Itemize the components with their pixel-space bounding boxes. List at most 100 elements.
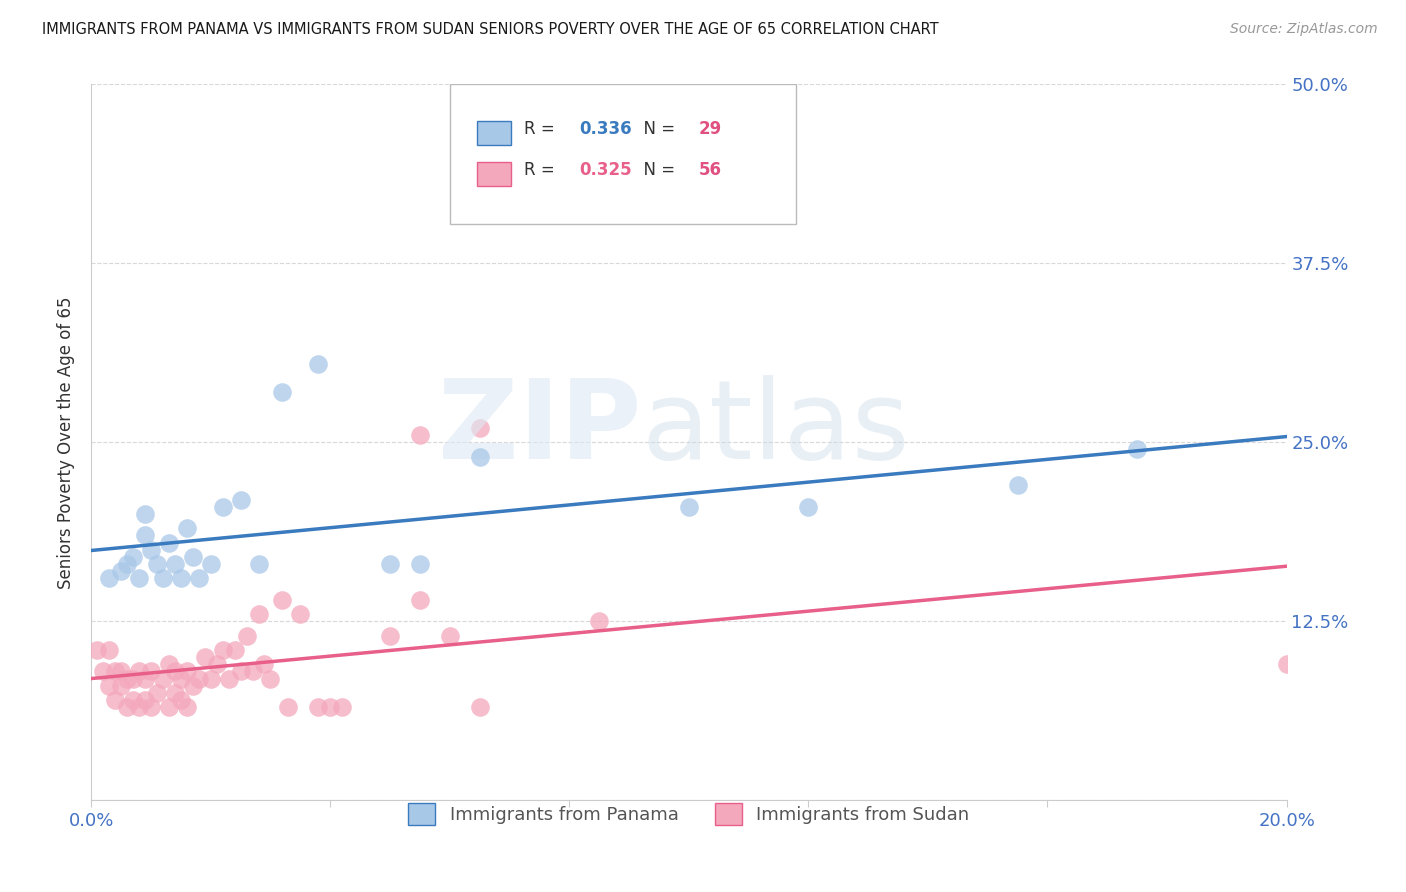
Point bbox=[170, 672, 193, 686]
Point bbox=[122, 549, 145, 564]
Point bbox=[1126, 442, 1149, 457]
Point bbox=[139, 665, 162, 679]
Text: 0.325: 0.325 bbox=[579, 161, 631, 179]
Point bbox=[134, 672, 156, 686]
Text: Source: ZipAtlas.com: Source: ZipAtlas.com bbox=[1230, 22, 1378, 37]
Point bbox=[152, 672, 174, 686]
Point bbox=[247, 557, 270, 571]
Point bbox=[128, 665, 150, 679]
Point bbox=[157, 535, 180, 549]
Point bbox=[307, 700, 329, 714]
Point bbox=[134, 693, 156, 707]
Point bbox=[200, 557, 222, 571]
Point bbox=[176, 700, 198, 714]
Point bbox=[128, 571, 150, 585]
Point bbox=[181, 679, 204, 693]
Text: N =: N = bbox=[633, 161, 681, 179]
Text: 29: 29 bbox=[699, 120, 721, 138]
Text: R =: R = bbox=[524, 120, 560, 138]
Point bbox=[409, 557, 432, 571]
Point bbox=[115, 557, 138, 571]
Text: N =: N = bbox=[633, 120, 681, 138]
Text: ZIP: ZIP bbox=[437, 375, 641, 482]
Point bbox=[409, 592, 432, 607]
Text: IMMIGRANTS FROM PANAMA VS IMMIGRANTS FROM SUDAN SENIORS POVERTY OVER THE AGE OF : IMMIGRANTS FROM PANAMA VS IMMIGRANTS FRO… bbox=[42, 22, 939, 37]
Point bbox=[170, 571, 193, 585]
Point bbox=[187, 571, 209, 585]
Point bbox=[235, 629, 257, 643]
Legend: Immigrants from Panama, Immigrants from Sudan: Immigrants from Panama, Immigrants from … bbox=[399, 794, 979, 834]
Point bbox=[224, 643, 246, 657]
Point bbox=[91, 665, 114, 679]
Point bbox=[468, 700, 491, 714]
Point bbox=[378, 557, 401, 571]
Point bbox=[98, 643, 121, 657]
Point bbox=[229, 492, 252, 507]
Point bbox=[157, 657, 180, 672]
Point bbox=[468, 450, 491, 464]
Point bbox=[588, 614, 610, 628]
Text: 0.336: 0.336 bbox=[579, 120, 631, 138]
Point bbox=[163, 557, 186, 571]
Point bbox=[146, 557, 169, 571]
Point bbox=[259, 672, 281, 686]
Point bbox=[110, 665, 132, 679]
Point bbox=[134, 528, 156, 542]
Point bbox=[104, 665, 127, 679]
Point bbox=[194, 650, 217, 665]
Point bbox=[110, 564, 132, 578]
Point bbox=[98, 571, 121, 585]
Point bbox=[247, 607, 270, 621]
Point bbox=[187, 672, 209, 686]
Point bbox=[211, 643, 233, 657]
Point bbox=[271, 385, 294, 400]
FancyBboxPatch shape bbox=[450, 85, 796, 224]
Point bbox=[146, 686, 169, 700]
Point bbox=[678, 500, 700, 514]
Point bbox=[253, 657, 276, 672]
Point bbox=[797, 500, 820, 514]
Point bbox=[139, 542, 162, 557]
Point bbox=[307, 357, 329, 371]
Point bbox=[110, 679, 132, 693]
Point bbox=[468, 421, 491, 435]
Point bbox=[163, 665, 186, 679]
Point bbox=[128, 700, 150, 714]
Point bbox=[200, 672, 222, 686]
Point bbox=[378, 629, 401, 643]
Point bbox=[134, 507, 156, 521]
Point bbox=[439, 629, 461, 643]
Point bbox=[157, 700, 180, 714]
Point bbox=[229, 665, 252, 679]
Point bbox=[1007, 478, 1029, 492]
Point bbox=[290, 607, 312, 621]
Point bbox=[170, 693, 193, 707]
Point bbox=[409, 428, 432, 442]
Point bbox=[139, 700, 162, 714]
Point bbox=[176, 665, 198, 679]
FancyBboxPatch shape bbox=[477, 162, 510, 186]
Point bbox=[115, 700, 138, 714]
Point bbox=[104, 693, 127, 707]
Text: 56: 56 bbox=[699, 161, 721, 179]
Point bbox=[98, 679, 121, 693]
Point bbox=[122, 672, 145, 686]
Point bbox=[271, 592, 294, 607]
FancyBboxPatch shape bbox=[477, 121, 510, 145]
Y-axis label: Seniors Poverty Over the Age of 65: Seniors Poverty Over the Age of 65 bbox=[58, 296, 75, 589]
Point bbox=[330, 700, 353, 714]
Point bbox=[152, 571, 174, 585]
Point bbox=[181, 549, 204, 564]
Point bbox=[1275, 657, 1298, 672]
Point bbox=[242, 665, 264, 679]
Point bbox=[319, 700, 342, 714]
Point bbox=[86, 643, 108, 657]
Point bbox=[205, 657, 228, 672]
Point bbox=[277, 700, 299, 714]
Point bbox=[176, 521, 198, 535]
Point bbox=[218, 672, 240, 686]
Point bbox=[211, 500, 233, 514]
Point bbox=[115, 672, 138, 686]
Point bbox=[122, 693, 145, 707]
Point bbox=[163, 686, 186, 700]
